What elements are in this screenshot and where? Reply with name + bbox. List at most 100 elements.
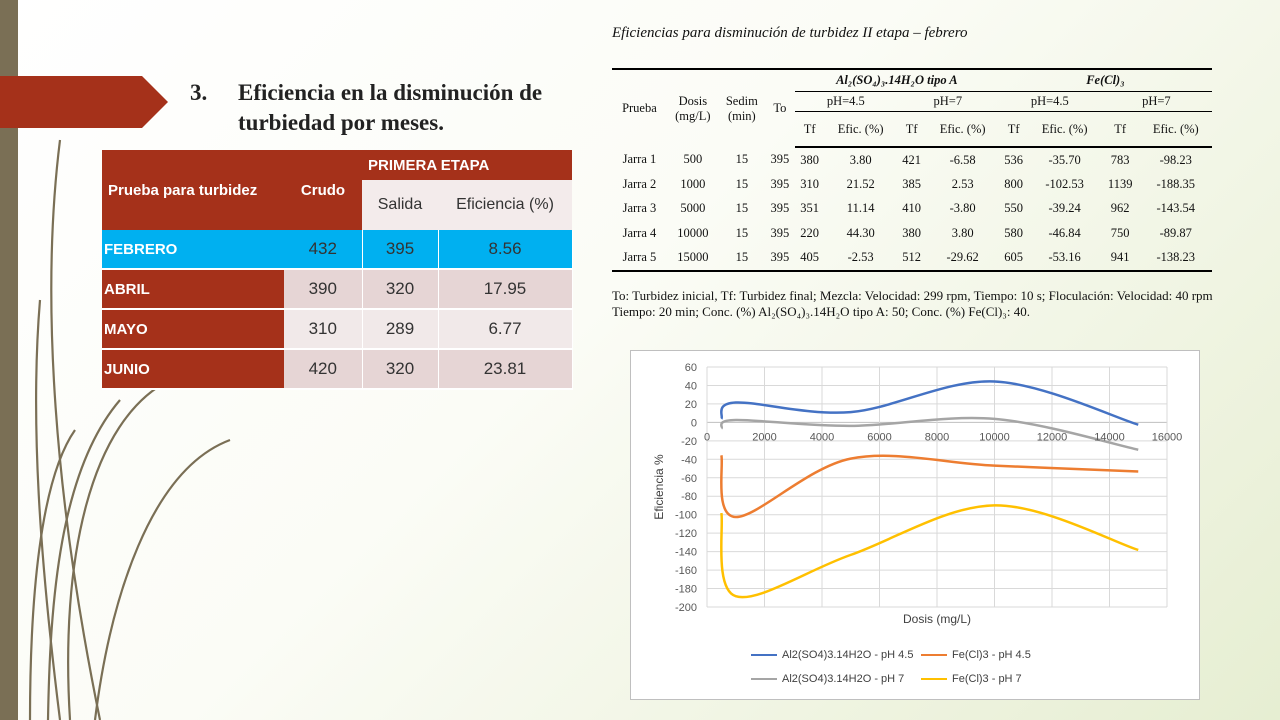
table-cell: 783 <box>1110 152 1130 167</box>
table-cell: 395 <box>770 225 790 240</box>
table-cell: 15 <box>735 225 749 240</box>
col-header-al-ph45: pH=4.5 <box>794 91 897 112</box>
table-cell: 380 <box>902 225 921 240</box>
table-cell: 395 <box>770 152 790 167</box>
title-arrow-marker <box>0 76 168 128</box>
table-cell: -138.23 <box>1139 245 1212 272</box>
col-header-tf: Tf <box>794 111 825 148</box>
table-cell: 410 <box>902 201 921 216</box>
y-tick-label: -20 <box>681 436 697 448</box>
x-tick-label: 6000 <box>867 431 891 443</box>
table-cell: -46.84 <box>1048 225 1081 240</box>
y-tick-label: 40 <box>685 380 697 392</box>
x-tick-label: 0 <box>704 431 710 443</box>
y-tick-label: -180 <box>675 584 697 596</box>
x-tick-label: 8000 <box>925 431 949 443</box>
col-header-al-ph7: pH=7 <box>896 91 999 112</box>
row-label: Jarra 2 <box>622 177 657 192</box>
table-cell: 395 <box>770 177 790 192</box>
x-tick-label: 12000 <box>1037 431 1068 443</box>
table-row: Jarra 4 10000 15 395 220 44.30 380 3.80 580 -46.8… <box>612 221 1212 245</box>
table-cell: -39.24 <box>1048 201 1081 216</box>
y-tick-label: -200 <box>675 602 697 614</box>
table-cell: 605 <box>998 245 1029 272</box>
table-row: FEBRERO 432 395 8.56 <box>102 230 573 270</box>
table-cell: 385 <box>902 177 921 192</box>
table-cell: 800 <box>1004 177 1023 192</box>
legend-label: Fe(Cl)3 - pH 4.5 <box>952 649 1031 661</box>
y-tick-label: -80 <box>681 491 697 503</box>
slide-title: 3. Eficiencia en la disminución de turbi… <box>190 78 570 138</box>
efficiency-chart: 60 40 20 0 -20 -40 -60 -80 -100 -120 -140 -160 -180 -… <box>630 350 1200 700</box>
series-line <box>720 380 1139 426</box>
col-header-tf: Tf <box>1100 111 1140 148</box>
salida-cell: 320 <box>362 269 439 310</box>
table-cell: -53.16 <box>1028 245 1101 272</box>
y-tick-label: 60 <box>685 362 697 374</box>
col-header-test: Prueba para turbidez <box>102 150 284 230</box>
table-cell: 395 <box>770 201 790 216</box>
col-header-al-group: Al₂(SO₄)₃.14H₂O tipo A <box>794 68 999 92</box>
table-cell: 536 <box>1004 152 1023 167</box>
col-header-to: To <box>764 68 795 147</box>
table-cell: -6.58 <box>949 152 976 167</box>
table-cell: 10000 <box>677 225 709 240</box>
table-cell: 220 <box>800 225 820 240</box>
salida-cell: 395 <box>362 230 439 270</box>
table-cell: 962 <box>1110 201 1130 216</box>
left-decorative-stripe <box>0 0 18 720</box>
slide-title-text: Eficiencia en la disminución de turbieda… <box>238 80 543 135</box>
table-cell: 1139 <box>1107 177 1133 192</box>
col-header-sedim: Sedim (min) <box>718 68 765 147</box>
col-header-prueba: Prueba <box>612 68 667 147</box>
table-cell: 941 <box>1100 245 1140 272</box>
chart-canvas: 60 40 20 0 -20 -40 -60 -80 -100 -120 -140 -160 -180 -… <box>652 362 1183 626</box>
table-cell: 15 <box>735 201 749 216</box>
col-header-efic: Efic. (%) <box>824 111 897 148</box>
y-tick-label: -40 <box>681 454 697 466</box>
table-cell: 44.30 <box>846 225 875 240</box>
row-label: Jarra 4 <box>622 225 657 240</box>
table-cell: 11.14 <box>846 201 875 216</box>
row-label: MAYO <box>102 309 284 350</box>
row-label: JUNIO <box>102 349 284 390</box>
table-cell: 550 <box>1004 201 1023 216</box>
x-tick-label: 4000 <box>810 431 834 443</box>
crudo-cell: 432 <box>284 230 363 270</box>
row-label: Jarra 5 <box>612 245 667 272</box>
table-cell: 310 <box>800 177 820 192</box>
x-tick-label: 16000 <box>1152 431 1183 443</box>
table-cell: 421 <box>902 152 921 167</box>
salida-cell: 320 <box>362 349 439 390</box>
col-header-efic: Efic. (%) <box>926 111 999 148</box>
y-tick-label: -140 <box>675 547 697 559</box>
salida-cell: 289 <box>362 309 439 350</box>
row-label: ABRIL <box>102 269 284 310</box>
jar-test-table: Prueba Dosis (mg/L) Sedim (min) To Al₂(S… <box>612 68 1212 272</box>
x-tick-label: 10000 <box>979 431 1010 443</box>
table-cell: -2.53 <box>824 245 897 272</box>
table-cell: 5000 <box>680 201 706 216</box>
legend-swatch <box>921 654 947 657</box>
legend-label: Al2(SO4)3.14H2O - pH 4.5 <box>782 649 914 661</box>
col-header-fe-ph45: pH=4.5 <box>998 91 1101 112</box>
legend-swatch <box>751 654 777 657</box>
eficiencia-cell: 23.81 <box>438 349 573 390</box>
series-line <box>720 416 1139 451</box>
table-cell: -3.80 <box>949 201 976 216</box>
crudo-cell: 390 <box>284 269 363 310</box>
table-row: ABRIL 390 320 17.95 <box>102 269 573 310</box>
table-row: Jarra 3 5000 15 395 351 11.14 410 -3.80 550 -39.2… <box>612 197 1212 221</box>
row-label: FEBRERO <box>102 230 284 270</box>
col-header-eficiencia: Eficiencia (%) <box>438 180 572 230</box>
col-header-efic: Efic. (%) <box>1139 111 1212 148</box>
table-cell: 380 <box>800 152 820 167</box>
y-tick-label: -160 <box>675 565 697 577</box>
x-axis-label: Dosis (mg/L) <box>903 612 971 626</box>
crudo-cell: 420 <box>284 349 363 390</box>
table-cell: 1000 <box>680 177 706 192</box>
y-tick-label: -120 <box>675 528 697 540</box>
legend-label: Fe(Cl)3 - pH 7 <box>952 673 1022 685</box>
table-row: Jarra 2 1000 15 395 310 21.52 385 2.53 800 -102.5… <box>612 172 1212 196</box>
table-cell: 3.80 <box>951 225 974 240</box>
